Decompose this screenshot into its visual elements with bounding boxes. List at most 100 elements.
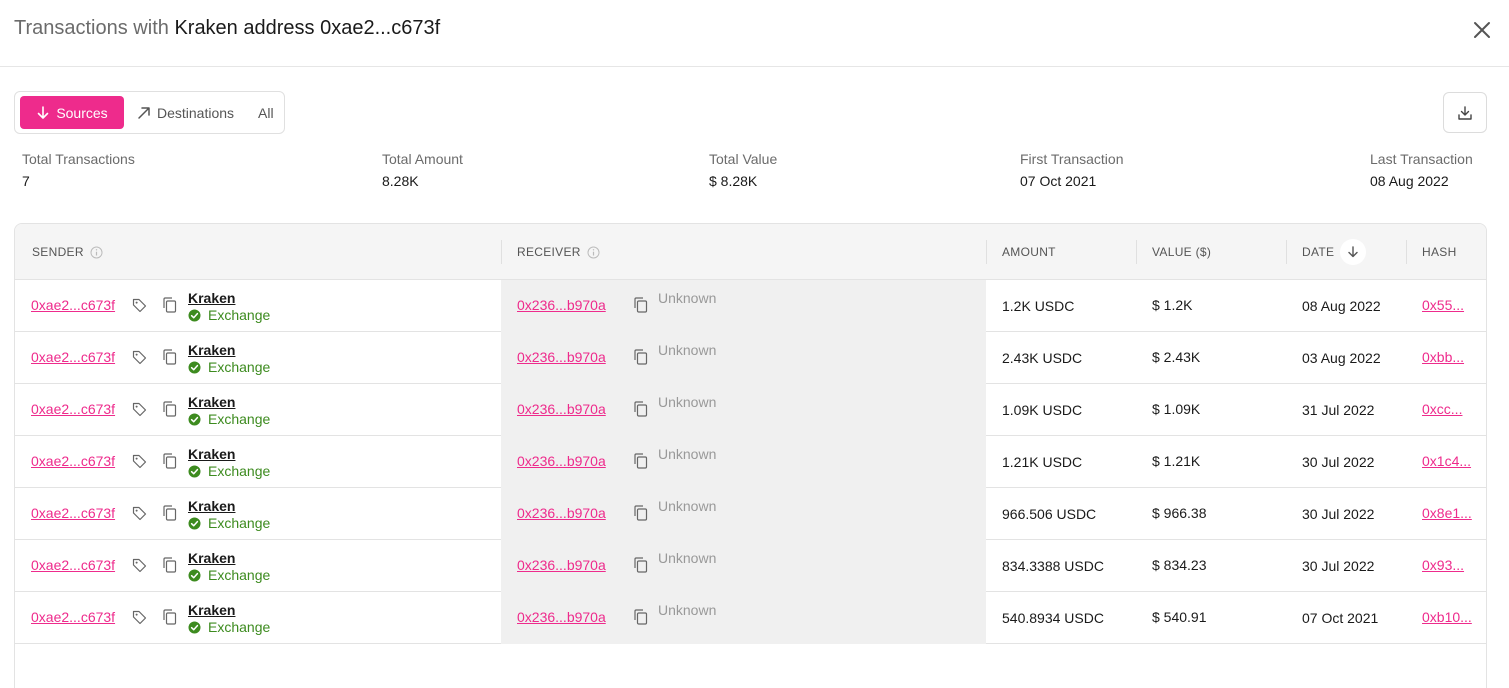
receiver-address-link[interactable]: 0x236...b970a xyxy=(517,401,606,417)
copy-icon[interactable] xyxy=(162,557,177,573)
copy-icon[interactable] xyxy=(633,453,648,469)
hash-link[interactable]: 0xcc... xyxy=(1422,401,1463,417)
tag-icon[interactable] xyxy=(132,506,147,521)
stat-total-value: Total Value $ 8.28K xyxy=(709,151,777,189)
entity-name-link[interactable]: Kraken xyxy=(188,550,236,566)
sort-date-button[interactable] xyxy=(1340,239,1367,265)
column-divider xyxy=(1406,240,1407,264)
verified-check-icon xyxy=(188,465,201,477)
download-button[interactable] xyxy=(1443,92,1487,133)
entity-type-label: Exchange xyxy=(208,567,271,583)
entity-type: Exchange xyxy=(188,618,270,636)
entity-type: Exchange xyxy=(188,566,270,584)
col-value[interactable]: VALUE ($) xyxy=(1152,224,1211,280)
hash-link[interactable]: 0x1c4... xyxy=(1422,453,1472,469)
receiver-cell-bg xyxy=(501,280,986,332)
col-hash-label: HASH xyxy=(1422,245,1457,259)
date-cell: 30 Jul 2022 xyxy=(1302,506,1375,522)
copy-icon[interactable] xyxy=(633,349,648,365)
verified-check-icon xyxy=(188,621,201,633)
sender-address-link[interactable]: 0xae2...c673f xyxy=(31,557,116,573)
tag-icon[interactable] xyxy=(132,402,147,417)
copy-icon[interactable] xyxy=(162,609,177,625)
col-sender: SENDER xyxy=(32,224,103,280)
column-divider xyxy=(501,240,502,264)
entity-type-label: Exchange xyxy=(208,307,271,323)
tag-icon[interactable] xyxy=(132,558,147,573)
tag-icon[interactable] xyxy=(132,454,147,469)
tag-icon[interactable] xyxy=(132,350,147,365)
tag-icon[interactable] xyxy=(132,298,147,313)
tab-destinations[interactable]: Destinations xyxy=(137,96,234,129)
receiver-cell-bg xyxy=(501,592,986,644)
copy-icon[interactable] xyxy=(633,557,648,573)
receiver-address-link[interactable]: 0x236...b970a xyxy=(517,609,606,625)
sender-address-link[interactable]: 0xae2...c673f xyxy=(31,401,116,417)
copy-icon[interactable] xyxy=(633,505,648,521)
copy-icon[interactable] xyxy=(162,401,177,417)
entity-type: Exchange xyxy=(188,462,270,480)
hash-link[interactable]: 0x55... xyxy=(1422,297,1465,313)
stat-total-transactions: Total Transactions 7 xyxy=(22,151,135,189)
col-date[interactable]: DATE xyxy=(1302,224,1367,280)
receiver-address-link[interactable]: 0x236...b970a xyxy=(517,349,606,365)
copy-icon[interactable] xyxy=(162,297,177,313)
arrow-down-icon xyxy=(38,105,49,119)
info-icon[interactable] xyxy=(90,246,103,259)
verified-check-icon xyxy=(188,517,201,529)
copy-icon[interactable] xyxy=(633,609,648,625)
entity-name-link[interactable]: Kraken xyxy=(188,498,236,514)
amount-cell: 966.506 USDC xyxy=(1002,506,1097,522)
info-icon[interactable] xyxy=(587,246,600,259)
entity-type-label: Exchange xyxy=(208,463,271,479)
amount-cell: 834.3388 USDC xyxy=(1002,558,1104,574)
tag-icon[interactable] xyxy=(132,610,147,625)
sender-entity: Kraken Exchange xyxy=(188,342,270,376)
hash-link[interactable]: 0x93... xyxy=(1422,557,1465,573)
copy-icon[interactable] xyxy=(633,297,648,313)
entity-name-link[interactable]: Kraken xyxy=(188,290,236,306)
stat-label: Last Transaction xyxy=(1370,151,1473,167)
value-cell: $ 834.23 xyxy=(1152,557,1207,573)
tab-all[interactable]: All xyxy=(258,96,274,129)
hash-link[interactable]: 0xbb... xyxy=(1422,349,1465,365)
column-divider xyxy=(1136,240,1137,264)
sender-address-link[interactable]: 0xae2...c673f xyxy=(31,505,116,521)
receiver-label: Unknown xyxy=(658,446,717,462)
col-receiver-label: RECEIVER xyxy=(517,245,581,259)
stat-label: Total Amount xyxy=(382,151,463,167)
tab-sources[interactable]: Sources xyxy=(20,96,124,129)
receiver-address-link[interactable]: 0x236...b970a xyxy=(517,453,606,469)
entity-name-link[interactable]: Kraken xyxy=(188,602,236,618)
entity-name-link[interactable]: Kraken xyxy=(188,394,236,410)
copy-icon[interactable] xyxy=(633,401,648,417)
receiver-address-link[interactable]: 0x236...b970a xyxy=(517,297,606,313)
direction-toggle: Sources Destinations All xyxy=(14,91,285,134)
receiver-address-link[interactable]: 0x236...b970a xyxy=(517,505,606,521)
verified-check-icon xyxy=(188,413,201,425)
stat-label: First Transaction xyxy=(1020,151,1124,167)
entity-name-link[interactable]: Kraken xyxy=(188,446,236,462)
sender-address-link[interactable]: 0xae2...c673f xyxy=(31,349,116,365)
table-header: SENDER RECEIVER AMOUNT VALUE ($) DATE xyxy=(15,224,1486,280)
entity-type-label: Exchange xyxy=(208,515,271,531)
date-cell: 08 Aug 2022 xyxy=(1302,298,1381,314)
hash-link[interactable]: 0xb10... xyxy=(1422,609,1472,625)
hash-link[interactable]: 0x8e1... xyxy=(1422,505,1472,521)
sender-address-link[interactable]: 0xae2...c673f xyxy=(31,609,116,625)
receiver-address-link[interactable]: 0x236...b970a xyxy=(517,557,606,573)
col-amount[interactable]: AMOUNT xyxy=(1002,224,1056,280)
copy-icon[interactable] xyxy=(162,505,177,521)
receiver-cell-bg xyxy=(501,384,986,436)
sender-address-link[interactable]: 0xae2...c673f xyxy=(31,297,116,313)
stat-last-transaction: Last Transaction 08 Aug 2022 xyxy=(1370,151,1473,189)
stat-label: Total Value xyxy=(709,151,778,167)
close-button[interactable] xyxy=(1470,18,1494,42)
entity-name-link[interactable]: Kraken xyxy=(188,342,236,358)
tab-destinations-label: Destinations xyxy=(157,104,235,121)
copy-icon[interactable] xyxy=(162,349,177,365)
copy-icon[interactable] xyxy=(162,453,177,469)
sender-address-link[interactable]: 0xae2...c673f xyxy=(31,453,116,469)
stat-value: 07 Oct 2021 xyxy=(1020,173,1097,189)
sender-entity: Kraken Exchange xyxy=(188,498,270,532)
